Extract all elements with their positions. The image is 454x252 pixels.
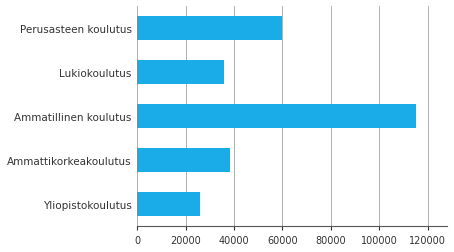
Bar [137, 105, 415, 129]
Bar [137, 17, 282, 41]
Bar [137, 192, 200, 216]
Bar [137, 61, 224, 85]
Bar [137, 148, 230, 172]
